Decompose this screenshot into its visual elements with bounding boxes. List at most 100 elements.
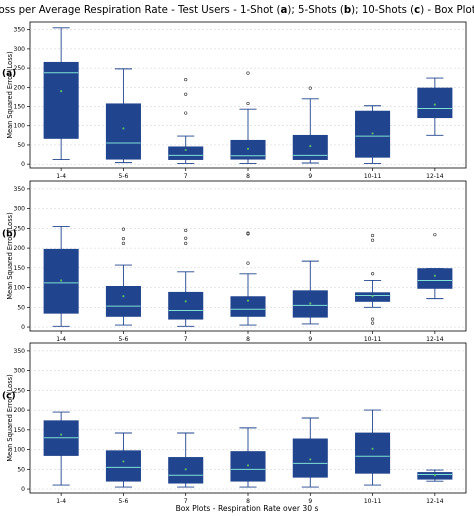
y-tick-label: 150	[14, 265, 26, 272]
mean-marker	[309, 302, 312, 305]
y-tick-label: 0	[21, 486, 25, 493]
y-tick-label: 250	[14, 225, 26, 232]
y-tick-label: 350	[14, 348, 26, 355]
outlier-point	[121, 241, 126, 245]
iqr-box	[105, 103, 141, 160]
y-tick-label: 50	[17, 304, 25, 311]
outlier-point	[308, 86, 312, 90]
outlier-point	[121, 227, 126, 231]
mean-marker	[122, 127, 125, 130]
iqr-box	[417, 268, 453, 289]
y-tick-label: 200	[14, 245, 26, 252]
x-tick-label: 12-14	[426, 336, 444, 343]
iqr-box	[168, 146, 204, 160]
mean-marker	[184, 148, 187, 152]
box-8	[230, 231, 266, 326]
x-tick-label: 5-6	[119, 336, 129, 343]
iqr-box	[105, 285, 141, 317]
x-tick-label: 9	[308, 336, 312, 343]
box-8	[230, 71, 266, 164]
panel-1: 0 50 100 150 200 250 300 350 Mean Squared Error …	[2, 21, 467, 180]
iqr-box	[292, 134, 328, 160]
mean-marker	[246, 464, 250, 467]
y-tick-label: 200	[14, 407, 26, 414]
box-10-11	[355, 105, 391, 164]
mean-marker	[122, 460, 125, 463]
y-tick-label: 300	[14, 46, 26, 53]
box-9	[292, 417, 328, 488]
box-10-11	[355, 233, 391, 325]
y-tick-label: 300	[14, 368, 26, 375]
iqr-box	[417, 87, 453, 119]
x-tick-label: 5-6	[119, 173, 129, 180]
box-7	[168, 228, 204, 327]
box-8	[230, 427, 266, 488]
x-tick-label: 1-4	[56, 498, 66, 505]
y-tick-label: 100	[14, 285, 26, 292]
y-axis-label: Mean Squared Error (Loss)	[6, 51, 14, 138]
y-axis-label: Mean Squared Error (Loss)	[6, 374, 14, 461]
x-axis-label: Box Plots - Respiration Rate over 30 s	[176, 504, 319, 513]
chart-title: Loss per Average Respiration Rate - Test…	[0, 5, 474, 16]
x-tick-label: 7	[184, 173, 188, 180]
mean-marker	[433, 103, 436, 106]
y-tick-label: 50	[17, 142, 25, 149]
mean-marker	[309, 145, 312, 148]
iqr-box	[105, 450, 141, 482]
box-9	[292, 86, 328, 164]
box-7	[168, 78, 204, 164]
outlier-point	[433, 233, 437, 237]
panel-label: (c)	[2, 391, 16, 401]
box-12-14	[417, 233, 453, 300]
x-tick-label: 12-14	[426, 498, 444, 505]
x-tick-label: 10-11	[364, 498, 382, 505]
y-tick-label: 250	[14, 387, 26, 394]
mean-marker	[433, 474, 436, 477]
y-tick-label: 200	[14, 84, 26, 91]
x-tick-label: 1-4	[56, 173, 66, 180]
y-tick-label: 300	[14, 206, 26, 213]
mean-marker	[184, 468, 187, 471]
box-7	[168, 432, 204, 488]
y-tick-label: 350	[14, 186, 26, 193]
x-tick-label: 10-11	[364, 336, 382, 343]
box-1-4	[43, 225, 79, 327]
iqr-box	[292, 438, 328, 478]
mean-marker	[246, 299, 250, 302]
mean-marker	[184, 300, 187, 303]
outlier-point	[184, 92, 188, 96]
mean-marker	[122, 295, 125, 298]
outlier-point	[370, 321, 375, 325]
outlier-point	[184, 111, 188, 115]
panel-2: 0 50 100 150 200 250 300 350 Mean Squared Error …	[2, 180, 467, 343]
y-tick-label: 100	[14, 123, 26, 130]
y-axis-label: Mean Squared Error (Loss)	[6, 212, 14, 299]
y-tick-label: 250	[14, 65, 26, 72]
mean-marker	[60, 433, 63, 436]
box-1-4	[43, 27, 79, 160]
outlier-point	[184, 236, 188, 240]
box-12-14	[417, 469, 453, 482]
x-tick-label: 7	[184, 498, 188, 505]
outlier-point	[184, 228, 188, 232]
panel-3: 0 50 100 150 200 250 300 350 Mean Squared Error …	[2, 342, 467, 505]
mean-marker	[309, 458, 312, 461]
iqr-box	[355, 432, 391, 474]
y-tick-label: 350	[14, 27, 26, 34]
outlier-point	[184, 241, 188, 245]
outlier-point	[246, 101, 250, 106]
panel-label: (a)	[2, 69, 16, 79]
x-tick-label: 8	[246, 336, 250, 343]
outlier-point	[121, 237, 126, 241]
box-5-6	[105, 68, 141, 164]
outlier-point	[184, 78, 188, 82]
x-tick-label: 9	[308, 173, 312, 180]
iqr-box	[43, 61, 79, 139]
x-tick-label: 10-11	[364, 173, 382, 180]
x-tick-label: 8	[246, 173, 250, 180]
mean-marker	[246, 147, 250, 150]
mean-marker	[371, 447, 374, 450]
y-tick-label: 0	[21, 161, 25, 168]
outlier-point	[246, 71, 250, 75]
box-5-6	[105, 227, 141, 326]
